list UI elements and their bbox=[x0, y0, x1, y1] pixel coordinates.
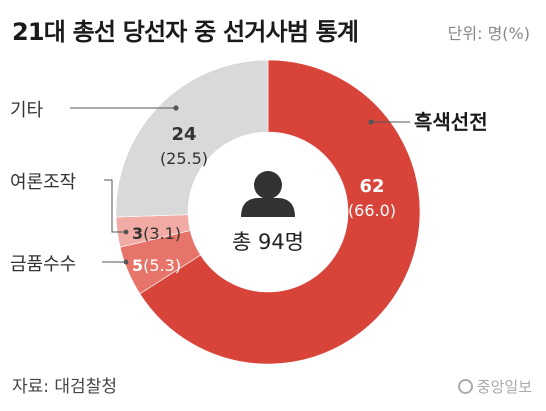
category-label-흑색선전: 흑색선전 bbox=[414, 110, 488, 134]
leader-dot-흑색선전 bbox=[368, 119, 374, 125]
percent-label-흑색선전: (66.0) bbox=[348, 201, 396, 220]
person-icon-head bbox=[254, 171, 282, 199]
logo-text: 중앙일보 bbox=[476, 378, 532, 396]
value-label-여론조작: 3(3.1) bbox=[132, 224, 181, 243]
center-total-label: 총 94명 bbox=[232, 230, 304, 254]
percent-label-기타: (25.5) bbox=[160, 149, 208, 168]
title-row: 21대 총선 당선자 중 선거사범 통계 단위: 명(%) bbox=[12, 12, 534, 48]
leader-dot-기타 bbox=[173, 105, 179, 111]
source-note: 자료: 대검찰청 bbox=[12, 377, 117, 397]
logo-mark-icon bbox=[457, 379, 473, 394]
leader-dot-금품수수 bbox=[123, 259, 129, 265]
publisher-logo: 중앙일보 bbox=[457, 376, 532, 397]
category-label-금품수수: 금품수수 bbox=[10, 254, 76, 275]
person-icon-body bbox=[241, 198, 295, 217]
category-label-기타: 기타 bbox=[10, 100, 44, 121]
value-label-금품수수: 5(5.3) bbox=[132, 256, 181, 275]
leader-line-여론조작 bbox=[104, 179, 126, 233]
category-label-여론조작: 여론조작 bbox=[10, 172, 76, 193]
value-label-흑색선전: 62 bbox=[359, 176, 384, 197]
unit-label: 단위: 명(%) bbox=[447, 24, 530, 43]
value-label-기타: 24 bbox=[171, 124, 196, 145]
chart-title: 21대 총선 당선자 중 선거사범 통계 bbox=[12, 18, 359, 46]
leader-dot-여론조작 bbox=[123, 229, 129, 235]
